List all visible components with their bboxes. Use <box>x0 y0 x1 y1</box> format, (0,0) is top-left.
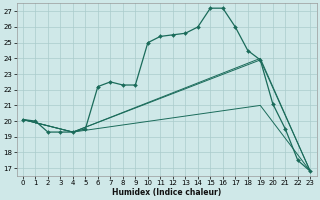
X-axis label: Humidex (Indice chaleur): Humidex (Indice chaleur) <box>112 188 221 197</box>
